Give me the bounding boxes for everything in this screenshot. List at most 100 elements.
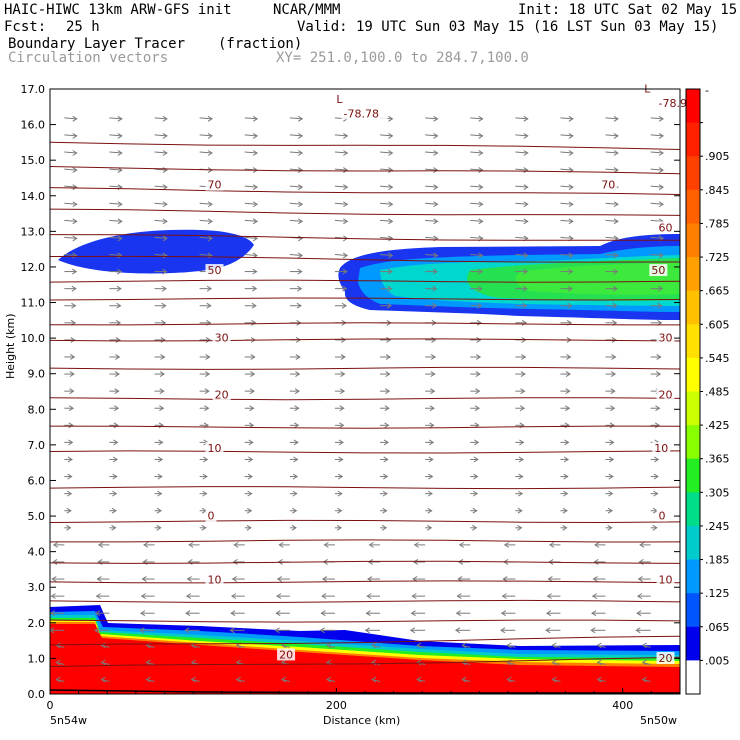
wind-vector-head [117, 201, 123, 208]
colorbar-label: .245 [705, 520, 730, 533]
isotherm-line [49, 486, 681, 490]
wind-vector [560, 236, 573, 239]
isotherm-line [49, 322, 681, 326]
wind-vector-head [472, 524, 478, 531]
wind-vector-head [427, 524, 433, 531]
wind-vector [650, 253, 663, 256]
wind-vector [379, 168, 393, 171]
wind-vector [515, 219, 528, 222]
wind-vector-head [567, 285, 573, 292]
contour-label: L [336, 93, 343, 106]
wind-vector [379, 202, 393, 205]
contour-label-bg [205, 573, 224, 586]
wind-vector [560, 151, 573, 154]
wind-vector [289, 253, 303, 256]
wind-vector-head [247, 473, 253, 480]
wind-vector-head [112, 473, 118, 480]
contour-label-bg [599, 178, 618, 191]
wind-vector-head [297, 285, 303, 292]
wind-vector-head [475, 354, 482, 360]
wind-vector-head [340, 354, 346, 360]
y-tick-label: 2.0 [28, 617, 46, 630]
wind-vector-head [381, 524, 388, 531]
wind-vector [425, 236, 438, 239]
wind-vector-head [568, 218, 574, 225]
wind-vector [199, 202, 213, 205]
wind-vector-head [280, 676, 287, 683]
wind-vector-head [427, 507, 433, 514]
y-axis-label: Height (km) [4, 313, 17, 379]
wind-vector-head [385, 371, 391, 377]
wind-vector-head [297, 115, 304, 122]
wind-vector [605, 168, 618, 171]
wind-vector-head [593, 559, 599, 565]
wind-vector-head [160, 336, 166, 343]
wind-vector-head [388, 184, 394, 191]
wind-vector-head [549, 541, 555, 548]
wind-vector [64, 253, 77, 256]
wind-vector [109, 202, 122, 205]
contour-label-bg [649, 264, 668, 277]
wind-vector-head [432, 285, 438, 292]
wind-vector-head [205, 336, 211, 343]
wind-vector-head [161, 302, 167, 309]
wind-vector-head [52, 541, 59, 548]
wind-vector [289, 202, 303, 205]
wind-vector-head [100, 659, 106, 666]
wind-vector-head [506, 676, 512, 683]
wind-vector-head [230, 610, 236, 617]
wind-vector-head [522, 268, 529, 275]
wind-vector-head [613, 150, 619, 156]
wind-vector-head [388, 235, 394, 242]
wind-vector-head [416, 676, 422, 683]
wind-vector [244, 236, 258, 239]
wind-vector-head [71, 285, 77, 292]
wind-vector-head [545, 610, 552, 617]
y-tick-label: 16.0 [21, 119, 46, 132]
wind-vector-head [338, 439, 344, 446]
wind-vector-head [523, 218, 529, 225]
wind-vector-head [337, 490, 343, 497]
wind-vector-head [653, 473, 659, 480]
isotherm-line [50, 539, 681, 543]
colorbar-swatch [686, 89, 700, 124]
wind-vector [470, 151, 483, 154]
wind-vector-head [371, 676, 377, 683]
x-axis-label: Distance (km) [323, 714, 400, 727]
wind-vector-head [636, 593, 643, 600]
wind-vector-head [116, 285, 122, 292]
wind-vector-head [206, 302, 212, 309]
wind-vector [605, 236, 618, 239]
colorbar: - .905 .845 .785 .725 .665 .605 .545 .485 .425 .36… [685, 84, 730, 695]
wind-vector-head [500, 627, 506, 634]
wind-vector-head [503, 541, 510, 548]
wind-vector [650, 117, 664, 120]
wind-vector-head [252, 184, 259, 191]
wind-vector-head [207, 150, 213, 156]
wind-vector-head [456, 593, 462, 600]
colorbar-swatch [686, 593, 700, 628]
wind-vector-head [249, 405, 255, 412]
wind-vector-head [431, 336, 437, 343]
wind-vector-head [184, 627, 190, 634]
wind-vector-head [383, 473, 389, 480]
colorbar-label: .845 [705, 184, 730, 197]
wind-vector [64, 185, 77, 188]
wind-vector-head [100, 642, 106, 649]
wind-vector-head [342, 285, 348, 292]
wind-vector [109, 236, 122, 239]
wind-vector-head [274, 627, 280, 634]
wind-vector-head [343, 201, 349, 208]
y-tick-label: 13.0 [21, 225, 46, 238]
wind-vector [154, 168, 167, 171]
wind-vector-head [596, 659, 602, 666]
wind-vector-head [67, 473, 73, 480]
colorbar-swatch [686, 324, 700, 359]
wind-vector-head [232, 559, 238, 565]
wind-vector-head [594, 541, 600, 548]
wind-vector [650, 168, 664, 171]
wind-vector [334, 219, 348, 222]
wind-vector-head [520, 371, 526, 377]
wind-vector-head [410, 610, 416, 617]
